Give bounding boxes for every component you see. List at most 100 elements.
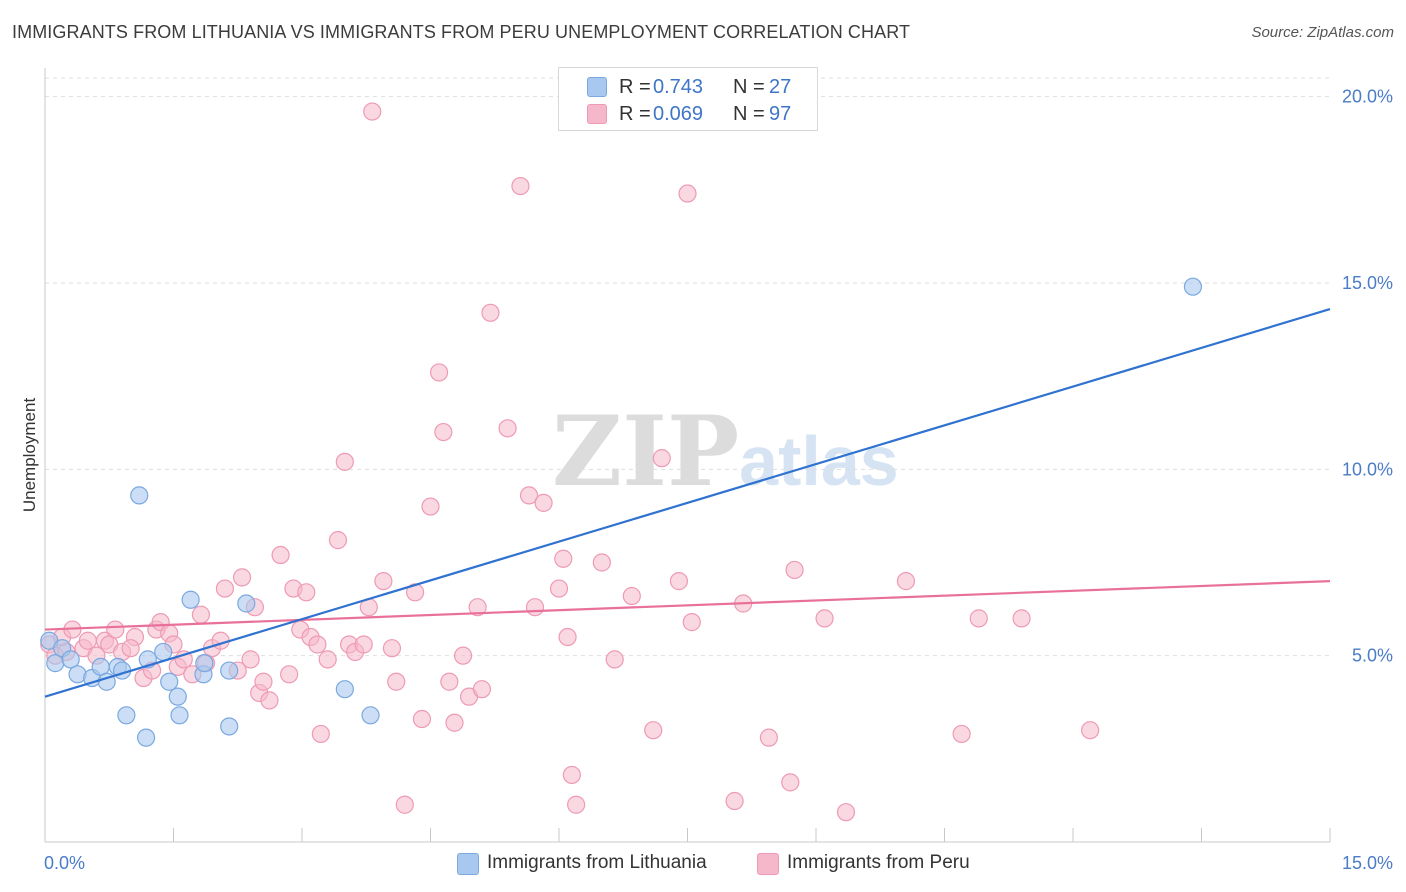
legend-n-label: N = bbox=[733, 102, 765, 125]
legend-n-value: 27 bbox=[769, 75, 792, 98]
lithuania-point bbox=[361, 706, 380, 725]
lithuania-point bbox=[117, 706, 136, 725]
peru-point bbox=[308, 635, 327, 654]
peru-point bbox=[241, 650, 260, 669]
peru-point bbox=[481, 303, 500, 322]
peru-point bbox=[354, 635, 373, 654]
peru-point bbox=[952, 724, 971, 744]
y-tick-label: 10.0% bbox=[1342, 459, 1393, 479]
watermark-zip: ZIP bbox=[552, 395, 740, 508]
peru-point bbox=[669, 572, 689, 591]
peru-point bbox=[644, 721, 663, 740]
legend-r-value: 0.743 bbox=[653, 75, 704, 98]
correlation-legend: R = 0.743 N = 27 R = 0.069 N = 97 bbox=[558, 67, 818, 131]
peru-point bbox=[1012, 609, 1031, 628]
peru-point bbox=[652, 449, 671, 468]
chart-title: IMMIGRANTS FROM LITHUANIA VS IMMIGRANTS … bbox=[12, 22, 911, 42]
peru-point bbox=[434, 422, 453, 442]
peru-point bbox=[374, 572, 393, 591]
lithuania-point bbox=[237, 594, 256, 613]
bottom-legend-label-lithuania: Immigrants from Lithuania bbox=[487, 852, 707, 873]
peru-point bbox=[525, 598, 545, 617]
x-tick-label: 15.0% bbox=[1342, 853, 1393, 873]
bottom-legend-swatch-peru bbox=[757, 853, 779, 875]
peru-point bbox=[421, 497, 440, 516]
axes bbox=[44, 68, 1331, 843]
peru-point bbox=[395, 795, 414, 814]
lithuania-points bbox=[40, 277, 1203, 747]
peru-point bbox=[815, 609, 834, 628]
peru-point bbox=[440, 672, 459, 691]
lithuania-point bbox=[181, 590, 200, 609]
peru-point bbox=[558, 627, 577, 647]
zipatlas-watermark: ZIPatlas bbox=[552, 395, 899, 508]
peru-point bbox=[468, 598, 487, 617]
peru-point bbox=[387, 672, 406, 691]
peru-point bbox=[191, 605, 211, 624]
peru-point bbox=[896, 572, 916, 591]
source-label: Source: ZipAtlas.com bbox=[1251, 24, 1394, 41]
peru-point bbox=[215, 579, 234, 598]
peru-point bbox=[405, 583, 425, 602]
legend-n-label: N = bbox=[733, 75, 765, 98]
peru-trend-line bbox=[44, 580, 1331, 631]
peru-point bbox=[519, 486, 539, 505]
lithuania-point bbox=[160, 672, 179, 691]
peru-point bbox=[534, 493, 553, 512]
lithuania-point bbox=[61, 650, 80, 669]
peru-point bbox=[328, 531, 348, 550]
bottom-legend-swatch-lithuania bbox=[457, 853, 479, 875]
lithuania-point bbox=[170, 706, 189, 725]
peru-point bbox=[363, 102, 382, 121]
peru-point bbox=[969, 609, 988, 628]
peru-point bbox=[453, 646, 473, 665]
lithuania-point bbox=[335, 680, 354, 699]
bottom-legend-label-peru: Immigrants from Peru bbox=[787, 852, 970, 873]
peru-point bbox=[554, 549, 573, 568]
legend-swatch-lithuania bbox=[587, 77, 607, 97]
lithuania-point bbox=[154, 642, 173, 662]
peru-point bbox=[311, 724, 330, 744]
peru-point bbox=[549, 579, 569, 598]
lithuania-point bbox=[220, 661, 239, 680]
peru-point bbox=[678, 184, 697, 203]
peru-point bbox=[759, 728, 778, 747]
peru-point bbox=[592, 553, 611, 572]
y-tick-label: 5.0% bbox=[1352, 646, 1393, 666]
y-tick-label: 20.0% bbox=[1342, 87, 1393, 107]
peru-point bbox=[562, 765, 581, 785]
peru-point bbox=[622, 586, 641, 606]
y-axis-label: Unemployment bbox=[20, 398, 39, 513]
peru-point bbox=[121, 639, 140, 658]
peru-point bbox=[605, 650, 624, 669]
legend-r-label: R = bbox=[619, 102, 651, 125]
legend-swatch-peru bbox=[587, 104, 607, 124]
lithuania-point bbox=[130, 486, 149, 505]
peru-point bbox=[280, 665, 299, 684]
peru-point bbox=[725, 791, 744, 811]
peru-point bbox=[567, 795, 586, 814]
peru-point bbox=[78, 631, 97, 650]
peru-point bbox=[382, 639, 402, 658]
tick-labels: 5.0% 10.0% 15.0% 20.0% 0.0% 15.0% bbox=[44, 87, 1393, 873]
peru-point bbox=[682, 613, 701, 632]
x-tick-label: 0.0% bbox=[44, 853, 85, 873]
lithuania-trend-line bbox=[44, 308, 1331, 698]
peru-point bbox=[836, 803, 856, 822]
peru-point bbox=[781, 773, 800, 792]
legend-n-value: 97 bbox=[769, 102, 792, 125]
peru-point bbox=[271, 545, 290, 565]
lithuania-point bbox=[168, 687, 187, 706]
peru-point bbox=[472, 680, 491, 699]
peru-point bbox=[232, 568, 252, 587]
peru-point bbox=[335, 452, 354, 471]
lithuania-point bbox=[195, 654, 214, 673]
y-tick-label: 15.0% bbox=[1342, 273, 1393, 293]
legend-r-label: R = bbox=[619, 75, 651, 98]
peru-point bbox=[785, 560, 804, 580]
peru-point bbox=[412, 709, 432, 729]
peru-point bbox=[1081, 721, 1100, 740]
lithuania-point bbox=[220, 717, 239, 736]
peru-point bbox=[106, 620, 125, 639]
